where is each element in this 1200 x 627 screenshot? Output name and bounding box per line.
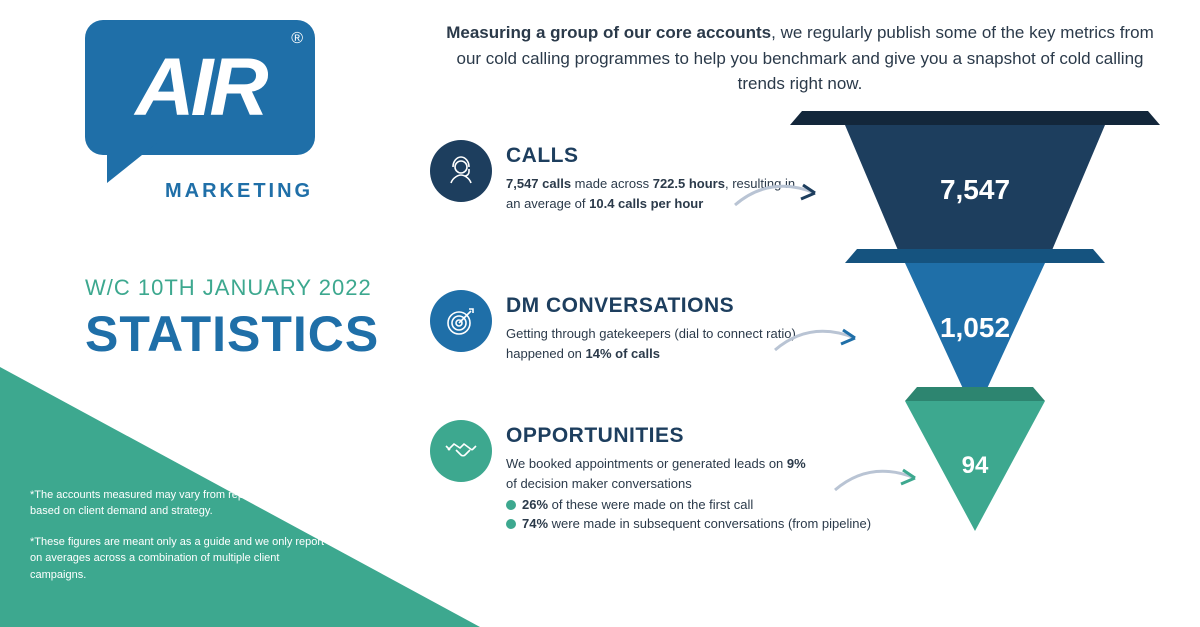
metric-dm-title: DM CONVERSATIONS <box>506 294 806 318</box>
funnel-rim-3 <box>905 387 1045 401</box>
opp-bullet-1-rest: of these were made on the first call <box>548 497 753 512</box>
calls-hours: 722.5 hours <box>653 176 725 191</box>
metric-calls-desc: 7,547 calls made across 722.5 hours, res… <box>506 174 806 213</box>
funnel-rim-1 <box>790 111 1160 125</box>
disclaimer-line-1: *The accounts measured may vary from rep… <box>30 487 330 520</box>
dm-percent: 14% of calls <box>586 346 660 361</box>
intro-paragraph: Measuring a group of our core accounts, … <box>440 20 1160 97</box>
bullet-dot-icon <box>506 500 516 510</box>
funnel-segment-calls: 7,547 <box>790 125 1160 255</box>
page-title: STATISTICS <box>85 305 379 363</box>
opp-bullet-1-pct: 26% <box>522 497 548 512</box>
funnel-value-dm: 1,052 <box>940 312 1010 344</box>
opp-text-1: We booked appointments or generated lead… <box>506 456 787 471</box>
intro-bold: Measuring a group of our core accounts <box>446 23 771 42</box>
disclaimer-block: *The accounts measured may vary from rep… <box>30 487 330 598</box>
metric-dm-desc: Getting through gatekeepers (dial to con… <box>506 324 806 363</box>
disclaimer-line-2: *These figures are meant only as a guide… <box>30 534 330 584</box>
logo-text: AIR <box>135 41 264 135</box>
calls-count: 7,547 calls <box>506 176 571 191</box>
metric-calls-body: CALLS 7,547 calls made across 722.5 hour… <box>506 140 806 213</box>
logo-bubble: AIR ® <box>85 20 315 155</box>
funnel-segment-opp: 94 <box>905 401 1045 531</box>
date-line: W/C 10TH JANUARY 2022 <box>85 275 372 301</box>
opp-bullet-1-text: 26% of these were made on the first call <box>522 497 753 512</box>
funnel-rim-2 <box>845 249 1105 263</box>
funnel-segment-dm: 1,052 <box>845 263 1105 393</box>
headset-icon <box>430 140 492 202</box>
bullet-dot-icon <box>506 519 516 529</box>
handshake-icon <box>430 420 492 482</box>
calls-rate: 10.4 calls per hour <box>589 196 703 211</box>
target-icon <box>430 290 492 352</box>
metric-calls-title: CALLS <box>506 144 806 168</box>
metric-opp-desc: We booked appointments or generated lead… <box>506 454 806 493</box>
left-panel: AIR ® MARKETING W/C 10TH JANUARY 2022 ST… <box>0 0 400 627</box>
logo-registered: ® <box>291 30 303 48</box>
calls-text-1: made across <box>571 176 653 191</box>
metric-dm-body: DM CONVERSATIONS Getting through gatekee… <box>506 290 806 363</box>
metric-dm: DM CONVERSATIONS Getting through gatekee… <box>430 290 806 363</box>
funnel-chart: 7,547 1,052 94 <box>790 125 1160 539</box>
funnel-value-opp: 94 <box>962 452 989 480</box>
logo-subtitle: MARKETING <box>165 180 313 203</box>
opp-bullet-2-pct: 74% <box>522 516 548 531</box>
opp-text-2: of decision maker conversations <box>506 476 692 491</box>
metric-calls: CALLS 7,547 calls made across 722.5 hour… <box>430 140 806 213</box>
logo-bubble-tail <box>107 143 157 183</box>
funnel-value-calls: 7,547 <box>940 174 1010 206</box>
brand-logo: AIR ® <box>85 20 315 155</box>
